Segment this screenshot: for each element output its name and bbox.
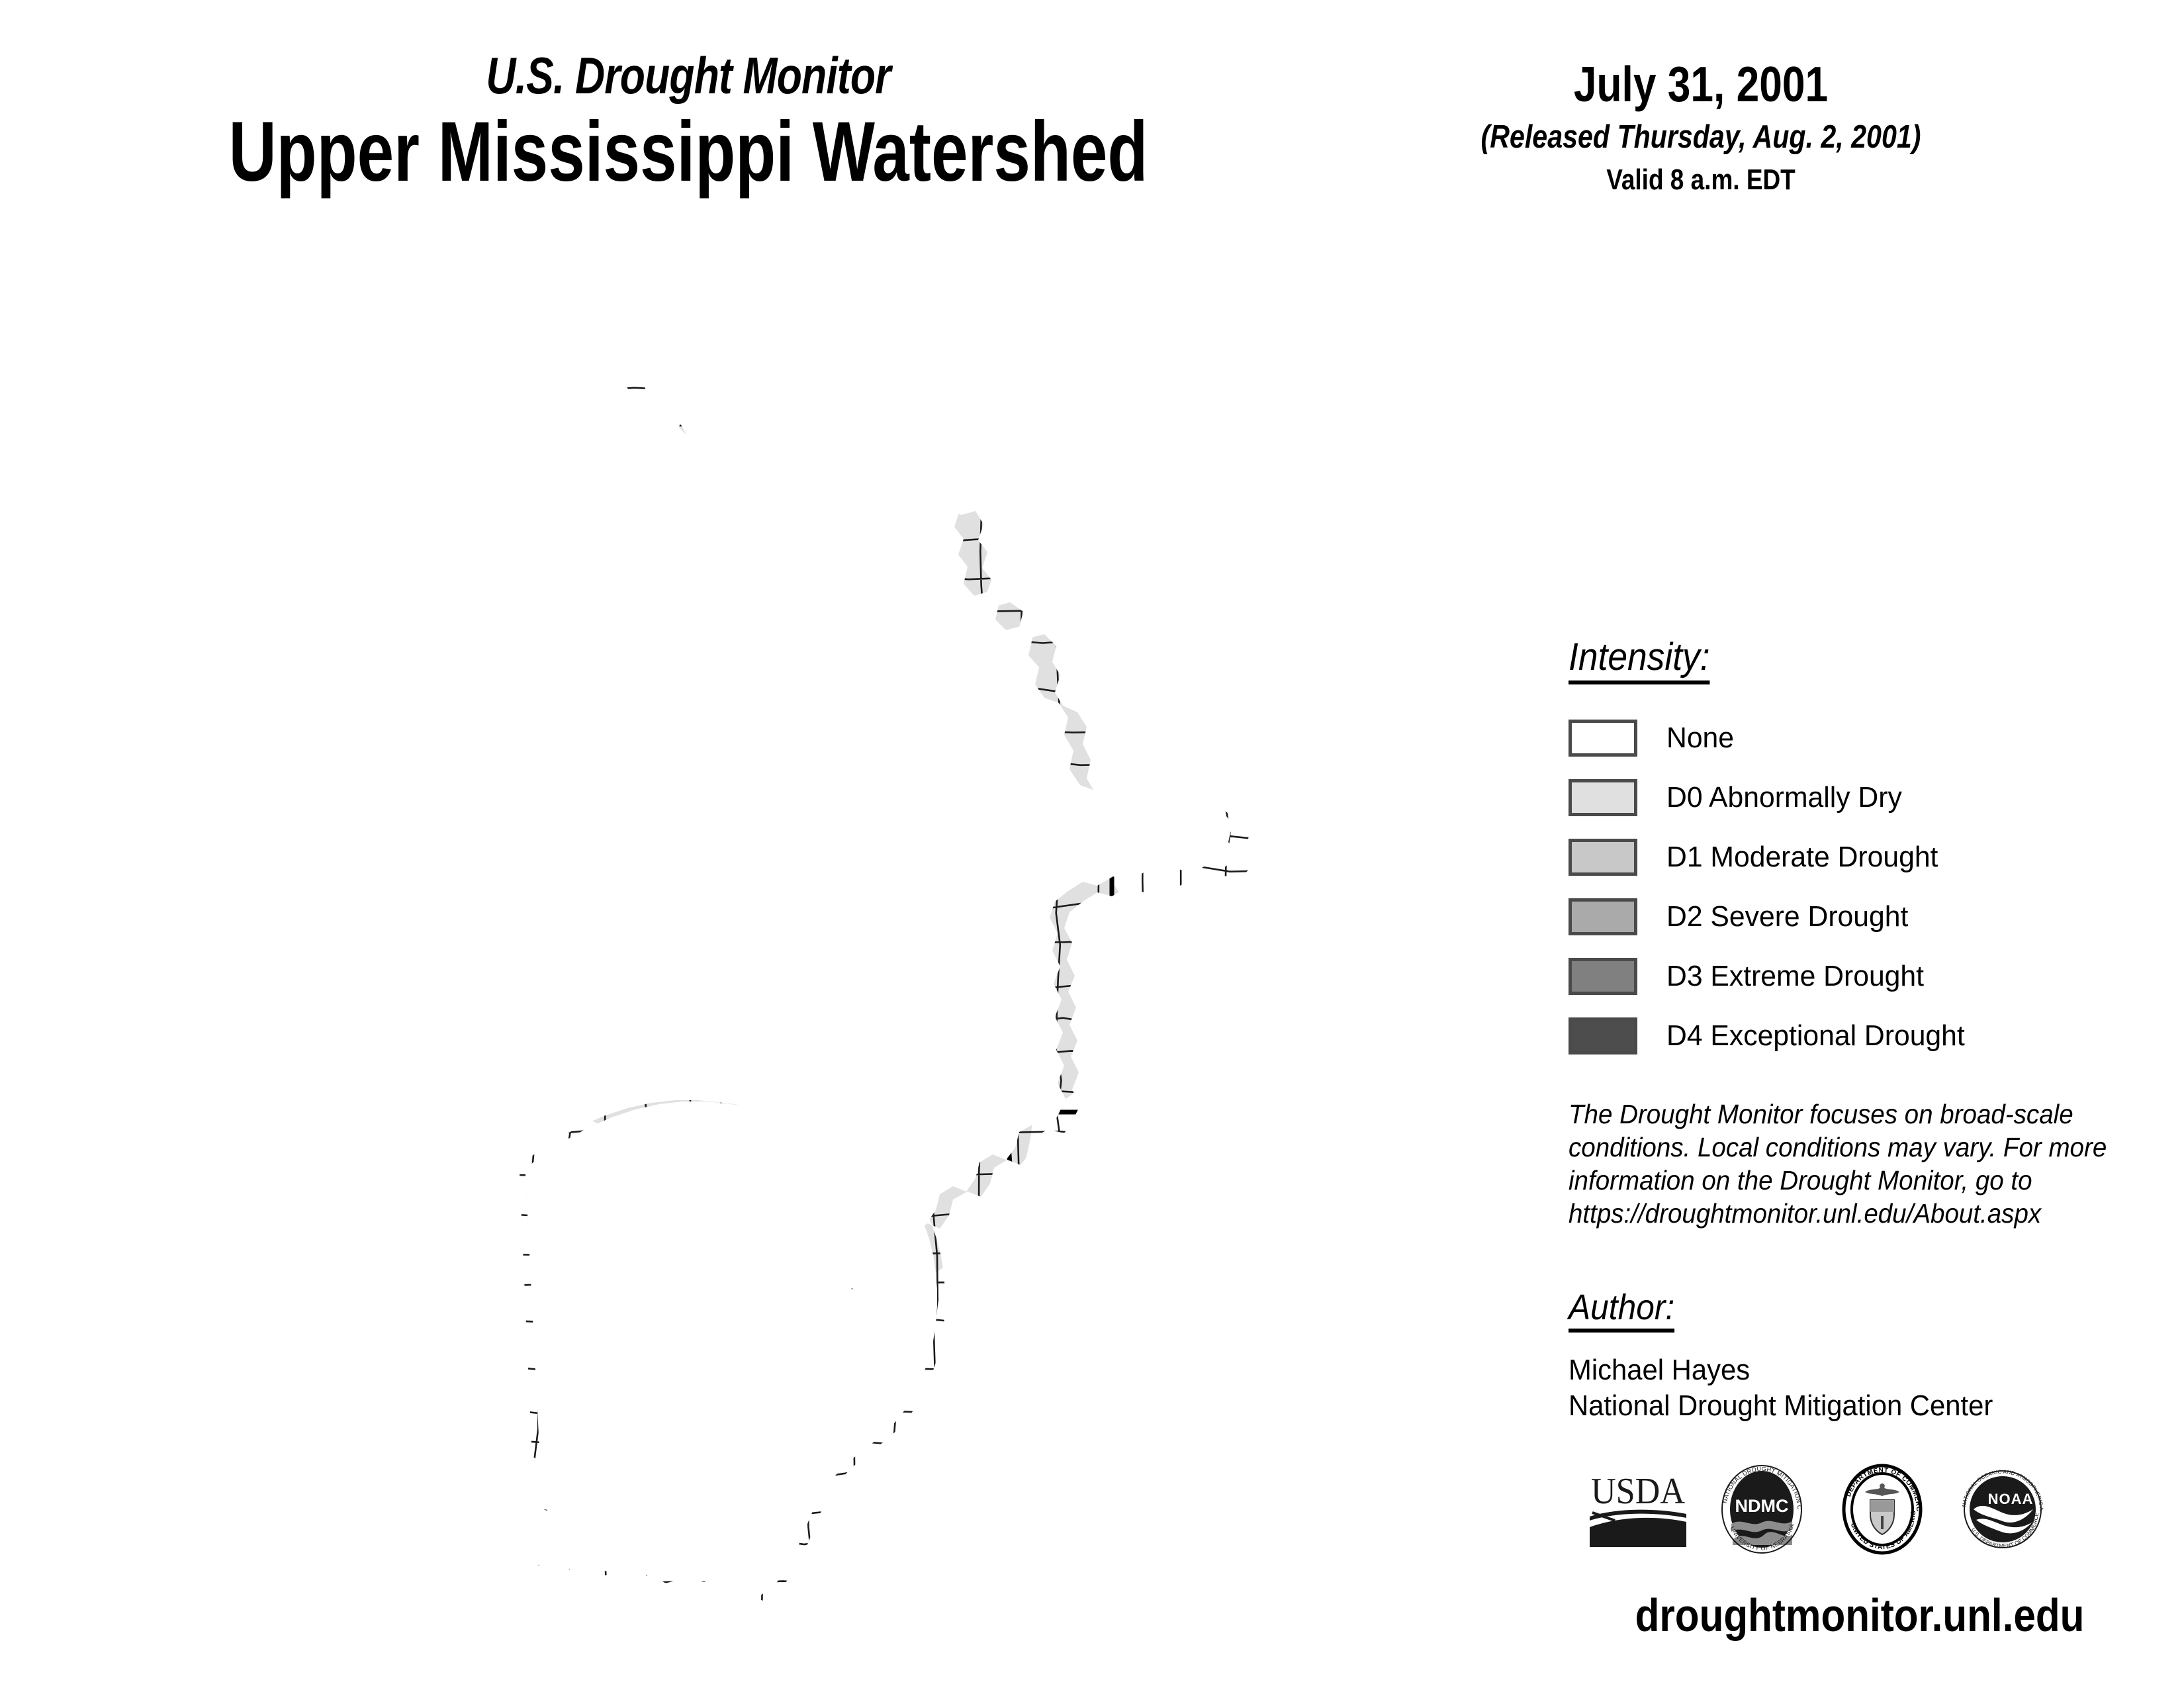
legend-label-d1: D1 Moderate Drought	[1666, 841, 1938, 873]
author-heading: Author:	[1569, 1287, 1675, 1333]
release-date: (Released Thursday, Aug. 2, 2001)	[1480, 119, 1921, 155]
site-url[interactable]: droughtmonitor.unl.edu	[1635, 1589, 2085, 1641]
disclaimer-text: The Drought Monitor focuses on broad-sca…	[1569, 1098, 2164, 1230]
legend-swatch-none	[1569, 720, 1637, 757]
legend-swatch-d4	[1569, 1017, 1637, 1055]
valid-date: July 31, 2001	[1573, 56, 1829, 112]
author-info: Michael Hayes National Drought Mitigatio…	[1569, 1352, 2164, 1424]
noaa-logo: NOAA NATIONAL OCEANIC AND ATMOSPHERIC AD…	[1956, 1463, 2044, 1549]
legend-label-d4: D4 Exceptional Drought	[1666, 1019, 1965, 1052]
disclaimer-line-1: The Drought Monitor focuses on broad-sca…	[1569, 1099, 2073, 1129]
intensity-heading: Intensity:	[1569, 635, 1710, 684]
svg-text:NOAA: NOAA	[1988, 1491, 2034, 1507]
author-affiliation: National Drought Mitigation Center	[1569, 1389, 1993, 1422]
legend-label-none: None	[1666, 722, 1735, 754]
legend-label-d2: D2 Severe Drought	[1666, 900, 1909, 933]
legend-swatch-d0	[1569, 779, 1637, 816]
drought-map[interactable]	[251, 331, 1284, 1628]
product-subtitle: U.S. Drought Monitor	[486, 46, 891, 105]
legend-item-d1[interactable]: D1 Moderate Drought	[1569, 833, 2164, 882]
author-name: Michael Hayes	[1569, 1354, 1751, 1386]
disclaimer-line-3: information on the Drought Monitor, go t…	[1569, 1165, 2032, 1196]
legend-swatch-d2	[1569, 898, 1637, 935]
disclaimer-line-2: conditions. Local conditions may vary. F…	[1569, 1132, 2107, 1162]
legend-label-d3: D3 Extreme Drought	[1666, 960, 1925, 992]
legend-item-d0[interactable]: D0 Abnormally Dry	[1569, 773, 2164, 822]
ndmc-logo: NDMC NATIONAL DROUGHT MITIGATION CENTER …	[1715, 1463, 1803, 1554]
legend-list: None D0 Abnormally Dry D1 Moderate Droug…	[1569, 714, 2164, 1060]
usda-logo: USDA	[1590, 1471, 1686, 1547]
legend-item-d4[interactable]: D4 Exceptional Drought	[1569, 1011, 2164, 1060]
date-block: July 31, 2001 (Released Thursday, Aug. 2…	[1383, 57, 2019, 199]
legend-item-d3[interactable]: D3 Extreme Drought	[1569, 952, 2164, 1001]
page-header: U.S. Drought Monitor Upper Mississippi W…	[0, 0, 2184, 252]
title-block: U.S. Drought Monitor Upper Mississippi W…	[40, 46, 1337, 197]
legend-sidebar: Intensity: None D0 Abnormally Dry D1 Mod…	[1569, 635, 2164, 1424]
watershed-map-svg[interactable]	[251, 331, 1284, 1628]
agency-logo-row: USDA NDMC NATIONAL DROUGHT MITIGATION CE…	[1588, 1456, 2131, 1562]
legend-swatch-d1	[1569, 839, 1637, 876]
legend-item-none[interactable]: None	[1569, 714, 2164, 763]
page-title: Upper Mississippi Watershed	[228, 105, 1148, 199]
legend-item-d2[interactable]: D2 Severe Drought	[1569, 892, 2164, 941]
disclaimer-line-4: https://droughtmonitor.unl.edu/About.asp…	[1569, 1198, 2042, 1229]
svg-text:NDMC: NDMC	[1735, 1496, 1789, 1516]
doc-logo: DEPARTMENT OF COMMERCE UNITED STATES OF …	[1836, 1463, 1923, 1555]
basin-outline	[441, 355, 1238, 1599]
legend-label-d0: D0 Abnormally Dry	[1666, 781, 1902, 814]
svg-text:USDA: USDA	[1591, 1471, 1686, 1512]
legend-swatch-d3	[1569, 958, 1637, 995]
valid-time: Valid 8 a.m. EDT	[1606, 164, 1796, 196]
